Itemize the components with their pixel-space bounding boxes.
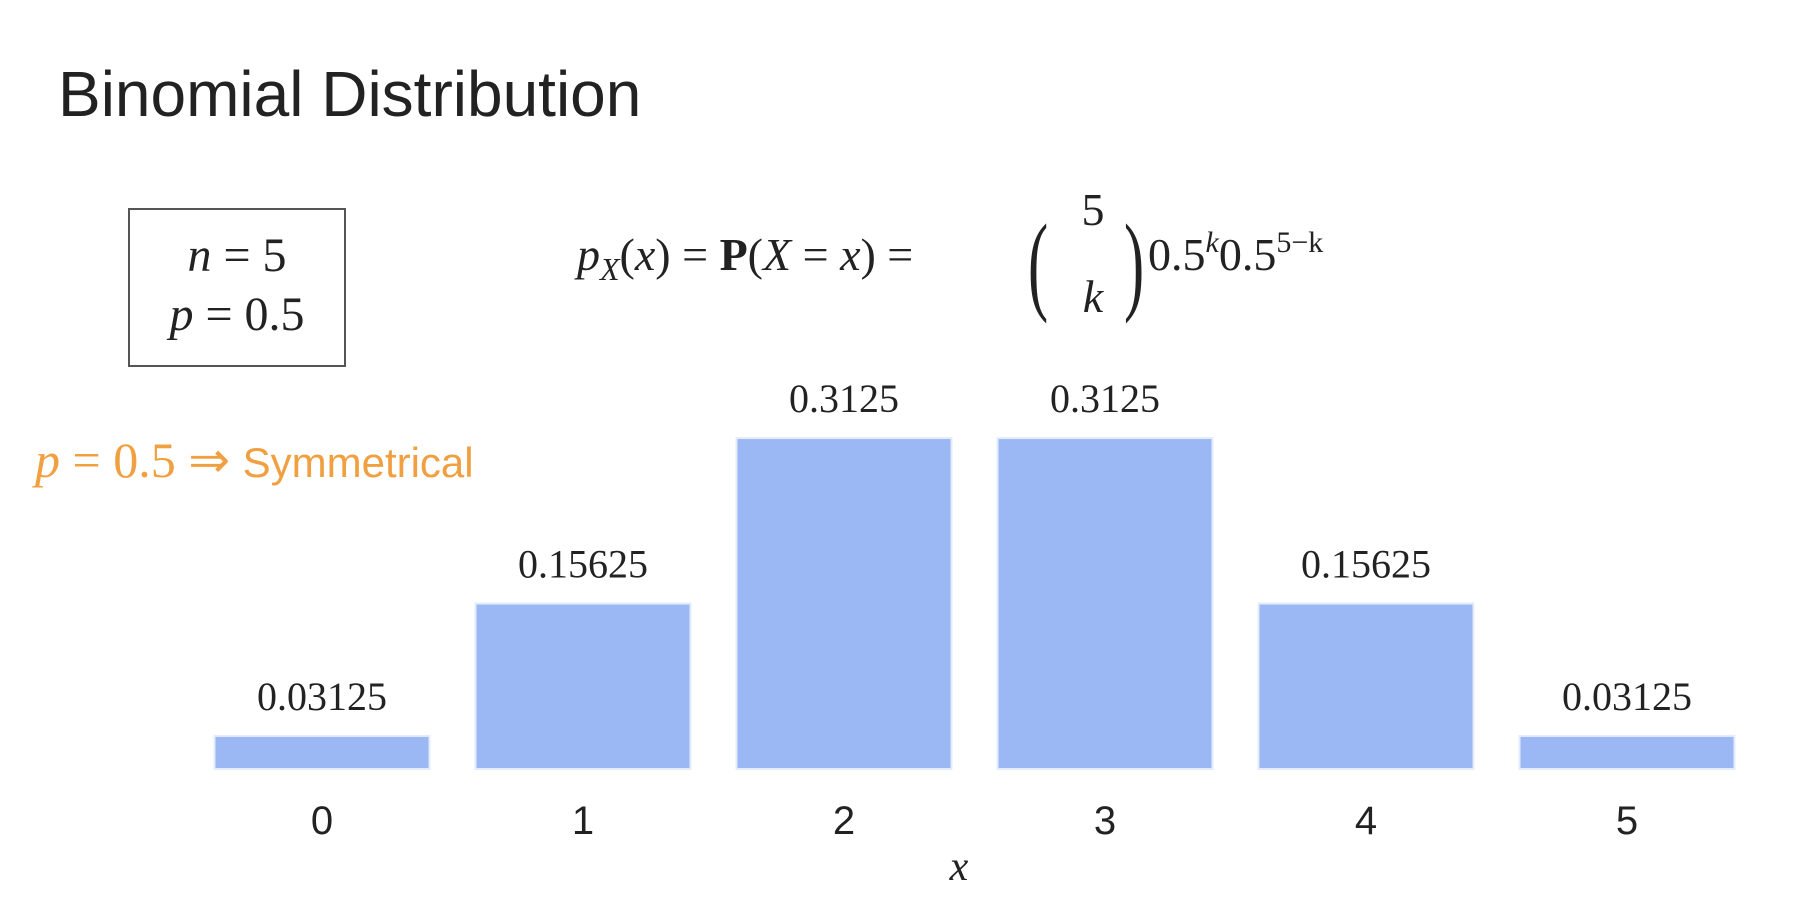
param-p: p = 0.5 (166, 288, 304, 341)
x-axis-label: x (949, 844, 969, 890)
bar (1257, 602, 1475, 770)
formula-rhs: 0.5k0.55−k (1148, 226, 1323, 280)
annotation-part: Symmetrical (243, 439, 474, 486)
bar (735, 437, 953, 770)
x-tick-label: 2 (833, 799, 855, 843)
annotation: p = 0.5 ⇒ Symmetrical (32, 432, 474, 488)
formula-part: X (598, 251, 621, 287)
formula-lhs: pX(x) = P(X = x) = (574, 229, 925, 287)
formula-part: 5−k (1276, 226, 1323, 259)
formula-part: x (839, 229, 861, 280)
formula-part: P (720, 229, 748, 280)
formula-part: 0.5 (1148, 229, 1206, 280)
value-label: 0.15625 (518, 542, 648, 587)
annotation-part: = 0.5 ⇒ (60, 432, 243, 488)
param-value: = 0.5 (193, 288, 304, 341)
formula-part: 0.5 (1219, 229, 1277, 280)
value-label: 0.03125 (1562, 674, 1692, 719)
bar (996, 437, 1214, 770)
param-symbol: p (166, 288, 193, 341)
value-label: 0.15625 (1301, 542, 1431, 587)
x-tick-label: 5 (1616, 799, 1638, 843)
bar (474, 602, 692, 770)
formula-part: k (1206, 226, 1220, 259)
x-tick-label: 1 (572, 799, 594, 843)
formula-part: = (791, 229, 840, 280)
bar (1518, 734, 1736, 770)
annotation-part: p (32, 432, 60, 488)
x-tick-label: 4 (1355, 799, 1377, 843)
value-label: 0.3125 (1050, 376, 1160, 421)
bar (213, 734, 431, 770)
formula-part: ( (620, 229, 635, 280)
formula-part: ( (748, 229, 763, 280)
formula-part: p (574, 229, 600, 280)
binom-bottom: k (1083, 271, 1105, 322)
value-label: 0.3125 (789, 376, 899, 421)
x-tick-label: 0 (311, 799, 333, 843)
formula-part: x (634, 229, 656, 280)
formula-part: ) = (860, 229, 924, 280)
binom-open: ( (1028, 203, 1048, 324)
binom-top: 5 (1082, 184, 1105, 235)
param-box (128, 208, 346, 367)
param-value: = 5 (211, 229, 286, 282)
value-label: 0.03125 (257, 674, 387, 719)
x-tick-label: 3 (1094, 799, 1116, 843)
param-symbol: n (187, 229, 211, 282)
param-n: n = 5 (187, 229, 286, 282)
formula-part: X (761, 229, 793, 280)
binom-close: ) (1124, 203, 1144, 324)
formula-part: ) = (655, 229, 719, 280)
title: Binomial Distribution (58, 58, 641, 130)
